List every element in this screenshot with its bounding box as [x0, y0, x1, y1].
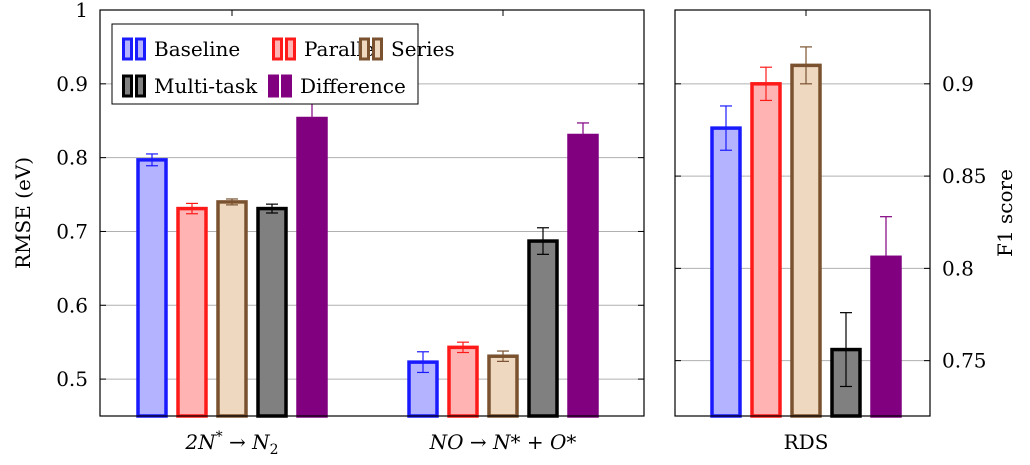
legend-swatch-multi-task-b [135, 74, 146, 98]
error-bar-right-multi-task [840, 312, 852, 388]
bar-left-parallel-1 [447, 345, 479, 418]
bar-left-parallel-0 [176, 206, 208, 418]
y-tick-label-right-3: 0.9 [942, 72, 974, 96]
y-tick-label-left-3: 0.8 [56, 146, 88, 170]
legend-swatch-series-b [372, 37, 383, 61]
legend-label-multi-task: Multi-task [154, 74, 258, 98]
bar-left-series-1 [487, 354, 519, 418]
error-bar-left-difference-1 [577, 122, 589, 149]
legend-swatch-parallel-b [285, 37, 296, 61]
legend-swatch-parallel-a [272, 37, 283, 61]
category-label-0-part: 2 [270, 442, 279, 458]
error-bar-right-difference [880, 216, 892, 299]
category-label-rds: RDS [784, 430, 829, 454]
legend-swatch-multi-task-a [122, 74, 133, 98]
bar-right-series [790, 63, 822, 418]
y-tick-label-left-1: 0.6 [56, 293, 88, 317]
error-bar-left-series-1 [497, 350, 509, 362]
bar-right-baseline [710, 126, 742, 418]
bar-right-parallel [750, 82, 782, 418]
bar-left-series-0 [216, 200, 248, 418]
legend-swatch-baseline-b [135, 37, 146, 61]
category-label-0-part: N [251, 430, 271, 454]
error-bar-left-baseline-1 [417, 351, 429, 374]
legend-entry-series: Series [359, 37, 455, 61]
error-bar-right-baseline [720, 105, 732, 151]
error-bar-left-multi-task-0 [266, 203, 278, 214]
error-bar-right-series [800, 46, 812, 85]
error-bar-left-series-0 [226, 198, 238, 206]
legend-swatch-difference-b [281, 74, 292, 98]
legend-swatch-baseline-a [122, 37, 133, 61]
legend-entry-baseline: Baseline [122, 37, 240, 61]
plot-frame-right [674, 9, 931, 417]
bar-left-difference-1 [567, 133, 599, 418]
y-axis-label-right: F1 score [993, 169, 1017, 257]
bar-left-baseline-1 [407, 360, 439, 418]
bar-left-difference-0 [296, 116, 328, 418]
y-tick-label-right-1: 0.8 [942, 256, 974, 280]
legend-label-difference: Difference [300, 74, 406, 98]
legend-swatch-difference-a [268, 74, 279, 98]
y-tick-label-right-2: 0.85 [942, 164, 987, 188]
bar-left-multi-task-1 [527, 239, 559, 418]
category-label-1: NO → N* + O* [429, 430, 577, 454]
y-tick-label-left-5: 1 [75, 0, 88, 22]
error-bar-left-multi-task-1 [537, 227, 549, 255]
y-tick-label-right-0: 0.75 [942, 349, 987, 373]
plot-frame-left [99, 9, 645, 417]
error-bar-left-parallel-1 [457, 341, 469, 354]
y-tick-label-left-4: 0.9 [56, 72, 88, 96]
bar-left-baseline-0 [136, 158, 168, 418]
y-tick-label-left-0: 0.5 [56, 367, 88, 391]
y-tick-label-left-2: 0.7 [56, 219, 88, 243]
category-label-0-part: * [216, 429, 223, 445]
legend-label-baseline: Baseline [154, 37, 240, 61]
category-label-0: 2N* → N2 [184, 429, 278, 458]
legend-swatch-series-a [359, 37, 370, 61]
error-bar-left-parallel-0 [186, 202, 198, 215]
legend-entry-multi-task: Multi-task [122, 74, 258, 98]
legend-entry-difference: Difference [268, 74, 406, 98]
category-label-0-part: 2N [184, 430, 217, 454]
error-bar-left-baseline-0 [146, 153, 158, 167]
legend-label-series: Series [391, 37, 455, 61]
legend-frame [111, 23, 419, 105]
category-label-0-part: → [223, 430, 252, 454]
error-bar-right-parallel [760, 66, 772, 102]
y-axis-label-left: RMSE (eV) [11, 157, 35, 269]
bar-left-multi-task-0 [256, 206, 288, 418]
